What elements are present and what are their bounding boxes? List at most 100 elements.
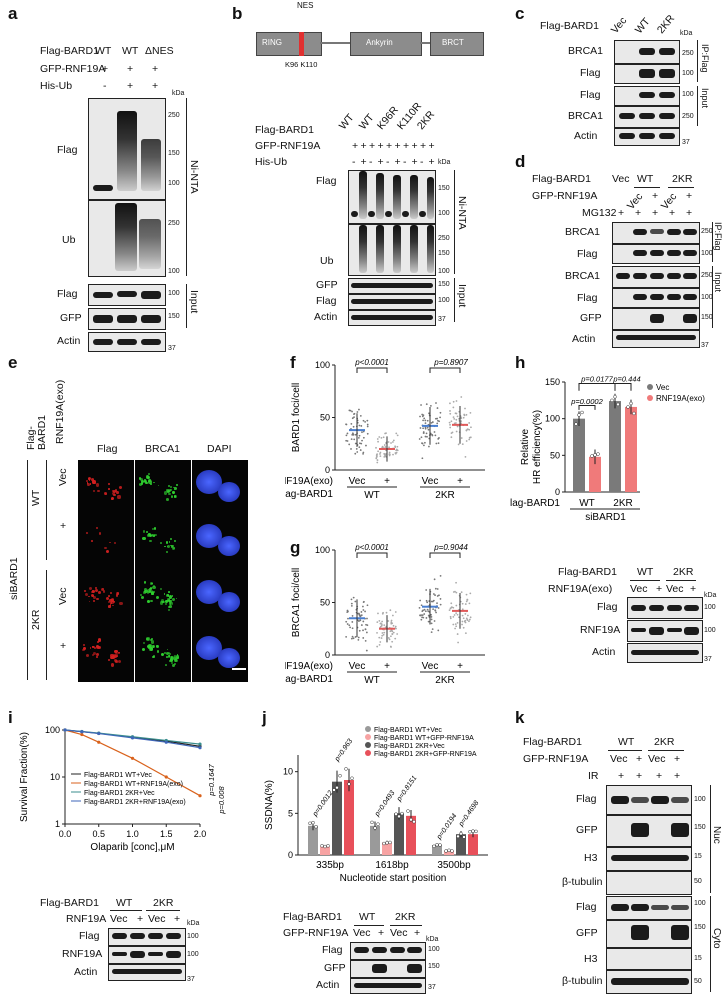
g-point xyxy=(357,612,360,615)
focus-dot xyxy=(119,601,123,606)
focus-dot xyxy=(175,659,179,663)
b-hisub-sign-7: - xyxy=(403,156,407,168)
f-point xyxy=(365,444,367,447)
focus-dot xyxy=(166,497,169,501)
f-point xyxy=(460,417,463,420)
g-point xyxy=(427,610,430,613)
c-side-ipflag: IP:Flag xyxy=(700,44,710,73)
g-point xyxy=(357,638,360,641)
focus-dot xyxy=(88,477,92,481)
f-point xyxy=(388,451,391,454)
f-point xyxy=(358,424,361,427)
j-dot xyxy=(462,835,466,839)
g-point xyxy=(426,608,429,611)
f-point xyxy=(378,436,381,438)
focus-dot xyxy=(94,647,96,649)
f-point xyxy=(384,432,386,435)
c-mw-250: 250 xyxy=(682,50,694,57)
f-point xyxy=(352,425,355,428)
focus-dot xyxy=(115,491,119,494)
e-header-rnf19a: RNF19A(exo) xyxy=(54,379,66,444)
g-point xyxy=(357,636,360,639)
j-pval: p=0.8151 xyxy=(395,775,418,804)
nucleus-dapi xyxy=(217,535,240,556)
c-blot-ip-brca1 xyxy=(614,40,680,64)
b-col-wt2: WT xyxy=(356,111,377,132)
j-legend-entry: Flag-BARD1 WT+GFP-RNF19A xyxy=(374,735,474,742)
focus-dot xyxy=(89,483,92,485)
focus-dot xyxy=(83,589,87,593)
j-blot-2kr: 2KR xyxy=(395,911,416,923)
g-point xyxy=(425,599,428,602)
focus-dot xyxy=(176,654,179,656)
g-point xyxy=(448,609,451,612)
focus-dot xyxy=(139,594,142,597)
g-point xyxy=(380,623,383,626)
e-side-sibard1: siBARD1 xyxy=(8,557,20,600)
focus-dot xyxy=(151,638,153,640)
c-label-brca1: BRCA1 xyxy=(568,45,604,57)
h-ytick-label: 0 xyxy=(555,487,560,497)
focus-dot xyxy=(85,480,88,483)
g-point xyxy=(359,615,362,618)
focus-dot xyxy=(91,595,94,597)
f-point xyxy=(425,432,428,435)
f-point xyxy=(353,438,356,441)
focus-dot xyxy=(168,599,170,601)
d-mg132-sign-1: + xyxy=(618,207,625,219)
h-dot xyxy=(613,394,617,399)
focus-dot xyxy=(146,591,150,595)
g-point xyxy=(439,598,442,600)
h-bracket-left xyxy=(578,404,596,410)
focus-dot xyxy=(109,604,112,606)
j-bar xyxy=(456,834,466,855)
g-point xyxy=(390,646,392,648)
b-gfp-sign-8: + xyxy=(411,140,418,152)
j-blot-row2: GFP-RNF19A xyxy=(283,927,349,939)
g-point xyxy=(458,616,460,619)
c-blot-input-flag xyxy=(614,86,680,106)
k-row-ir: IR xyxy=(588,770,599,782)
f-point xyxy=(394,452,397,455)
f-point xyxy=(388,446,390,449)
i-legend-entry: Flag-BARD1 WT+RNF19A(exo) xyxy=(84,781,183,788)
f-point xyxy=(377,450,380,453)
focus-dot xyxy=(152,655,155,659)
g-point xyxy=(379,641,382,643)
f-point xyxy=(392,439,395,442)
f-point xyxy=(382,436,385,439)
f-bracket1 xyxy=(356,367,388,373)
j-dot xyxy=(382,841,386,846)
f-point xyxy=(465,429,468,432)
focus-dot xyxy=(88,600,91,603)
focus-dot xyxy=(98,591,101,595)
g-point xyxy=(365,649,368,652)
b-mw-37: 37 xyxy=(438,316,446,323)
g-point xyxy=(360,611,363,613)
f-point xyxy=(454,412,457,415)
d-r2-2: + xyxy=(652,190,659,202)
nucleus-dapi xyxy=(217,591,240,612)
h-blot-row2: RNF19A(exo) xyxy=(548,583,613,595)
f-point xyxy=(455,400,458,402)
b-label-ub: Ub xyxy=(320,255,334,267)
g-point xyxy=(350,598,353,601)
k-r2-1: Vec xyxy=(610,753,628,765)
i-point xyxy=(164,740,168,744)
g-point xyxy=(364,610,366,613)
g-point xyxy=(462,617,465,620)
j-bar xyxy=(344,780,354,855)
g-point xyxy=(468,618,471,621)
h-label-flag: Flag xyxy=(597,601,618,613)
i-point xyxy=(130,756,135,760)
g-point xyxy=(362,620,365,623)
focus-dot xyxy=(107,600,111,604)
e-row4: + xyxy=(60,640,67,652)
g-point xyxy=(421,616,423,619)
h-mw-100b: 100 xyxy=(704,627,716,634)
f-point xyxy=(396,445,399,448)
i-point xyxy=(198,742,202,746)
e-image-r2-flag xyxy=(78,514,134,570)
focus-dot xyxy=(111,497,115,501)
focus-dot xyxy=(112,604,114,607)
